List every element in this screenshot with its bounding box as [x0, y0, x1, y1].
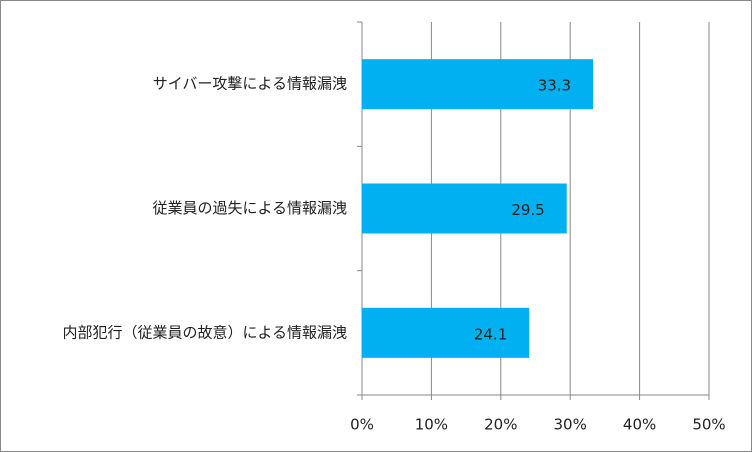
data-label: 24.1	[474, 325, 507, 343]
y-tick-label: 従業員の過失による情報漏洩	[152, 199, 347, 217]
data-label: 33.3	[538, 77, 571, 95]
x-tick-label: 50%	[692, 416, 725, 434]
x-tick-label: 30%	[554, 416, 587, 434]
y-tick-label: サイバー攻撃による情報漏洩	[153, 75, 347, 93]
x-tick-label: 0%	[350, 416, 374, 434]
x-tick-label: 20%	[484, 416, 517, 434]
x-tick-label: 10%	[415, 416, 448, 434]
y-tick-label: 内部犯行（従業員の故意）による情報漏洩	[62, 323, 347, 341]
bar	[362, 59, 594, 110]
data-label: 29.5	[511, 201, 544, 219]
x-tick-label: 40%	[623, 416, 656, 434]
bar	[362, 183, 567, 234]
bar	[362, 307, 530, 358]
